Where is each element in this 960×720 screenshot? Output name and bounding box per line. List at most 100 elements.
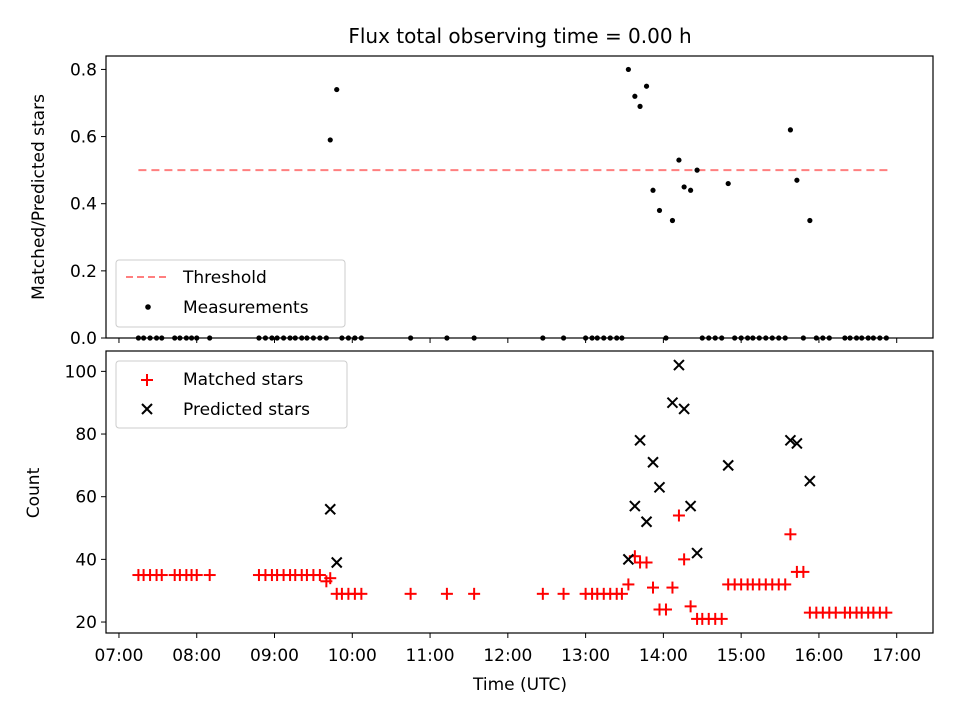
matched-legend-swatch	[141, 374, 153, 386]
measurement-point	[327, 137, 333, 143]
predicted-star-point	[784, 434, 797, 447]
measurement-point	[632, 93, 638, 99]
measurement-point	[807, 217, 813, 224]
matched-star-point	[203, 569, 216, 582]
matched-star-point	[440, 587, 453, 600]
x-tick-label: 10:00	[328, 646, 377, 666]
x-tick-label: 11:00	[406, 646, 455, 666]
predicted-legend-label: Predicted stars	[183, 400, 310, 420]
predicted-star-point	[653, 481, 666, 494]
matched-star-point	[536, 587, 549, 600]
predicted-star-point	[722, 459, 734, 472]
predicted-star-point	[324, 503, 336, 515]
bottom-x-axis-label: Time (UTC)	[472, 675, 567, 695]
top-y-tick-label: 0.6	[70, 128, 97, 148]
top-plot-frame	[105, 55, 934, 339]
x-tick-label: 08:00	[172, 646, 221, 666]
bottom-plot-frame	[105, 350, 934, 634]
measurement-point	[676, 157, 682, 163]
top-y-ticks: 0.0 0.2 0.4 0.6 0.8	[70, 60, 106, 349]
measurement-point	[650, 187, 656, 193]
predicted-star-point	[640, 516, 653, 528]
top-x-ticks	[118, 338, 898, 343]
predicted-star-point	[691, 547, 703, 559]
matched-star-point	[324, 572, 337, 585]
matched-star-point	[715, 612, 728, 625]
measurements-legend-swatch	[145, 304, 151, 310]
x-tick-label: 17:00	[872, 646, 921, 666]
matched-star-point	[622, 578, 635, 591]
matched-star-point	[659, 603, 672, 616]
x-tick-label: 12:00	[483, 646, 532, 666]
bottom-y-ticks: 20 40 60 80 100	[65, 362, 106, 633]
measurement-point	[725, 180, 731, 187]
predicted-star-point	[678, 403, 690, 415]
predicted-star-point	[629, 500, 641, 512]
matched-star-point	[666, 581, 679, 594]
matched-star-point	[678, 553, 691, 566]
bottom-x-ticks: 07:00 08:00 09:00 10:00 11:00 12:00 13:00 14:00…	[94, 633, 921, 666]
bottom-y-axis-label: Count	[24, 467, 44, 518]
bottom-y-tick-label: 100	[65, 362, 97, 382]
measurement-point	[794, 177, 800, 183]
top-panel: Flux total observing time = 0.00 h Match…	[29, 24, 934, 349]
predicted-star-point	[622, 553, 635, 566]
measurement-point	[669, 217, 676, 224]
x-tick-label: 16:00	[794, 646, 843, 666]
top-y-tick-label: 0.4	[70, 195, 97, 215]
predicted-legend-swatch	[141, 403, 153, 415]
predicted-star-point	[331, 556, 343, 569]
predicted-star-point	[647, 456, 659, 468]
predicted-star-point	[634, 434, 646, 447]
measurement-point	[643, 83, 650, 89]
bottom-legend-box	[115, 360, 348, 429]
x-tick-label: 14:00	[639, 646, 688, 666]
bottom-plot-area	[132, 359, 893, 625]
top-y-axis-label: Matched/Predicted stars	[29, 94, 49, 300]
matched-star-point	[615, 587, 628, 600]
bottom-legend: Matched stars Predicted stars	[115, 360, 348, 429]
measurement-point	[625, 66, 631, 73]
predicted-star-point	[804, 475, 816, 487]
bottom-y-tick-label: 40	[75, 550, 97, 570]
bottom-y-tick-label: 60	[75, 488, 97, 508]
matched-star-point	[779, 578, 792, 591]
predicted-star-point	[666, 396, 679, 409]
x-tick-label: 09:00	[250, 646, 299, 666]
threshold-legend-label: Threshold	[182, 268, 267, 288]
x-tick-label: 07:00	[94, 646, 143, 666]
matched-star-point	[190, 569, 203, 582]
matched-star-point	[880, 606, 893, 619]
top-legend: Threshold Measurements	[115, 259, 346, 328]
measurement-point	[688, 187, 694, 193]
top-y-tick-label: 0.2	[70, 262, 97, 282]
measurement-point	[334, 86, 340, 93]
matched-star-point	[468, 587, 481, 600]
measurement-point	[787, 127, 794, 133]
x-tick-label: 13:00	[561, 646, 610, 666]
predicted-star-point	[684, 500, 697, 512]
matched-star-point	[313, 569, 326, 582]
measurements-legend-label: Measurements	[183, 298, 309, 318]
measurement-point	[694, 167, 700, 173]
matched-star-point	[647, 581, 660, 594]
measurement-point	[681, 184, 687, 190]
measurement-point	[656, 207, 663, 214]
matched-star-point	[557, 587, 570, 600]
matched-star-point	[784, 528, 797, 541]
matched-star-point	[797, 565, 810, 578]
matched-legend-label: Matched stars	[183, 370, 303, 390]
x-tick-label: 15:00	[717, 646, 766, 666]
matched-star-point	[355, 587, 368, 600]
top-y-tick-label: 0.0	[70, 329, 97, 349]
matched-star-point	[640, 556, 653, 569]
matched-star-point	[404, 587, 417, 600]
predicted-star-point	[791, 437, 803, 450]
matched-star-point	[684, 600, 697, 613]
measurement-point	[637, 103, 643, 109]
top-chart-title: Flux total observing time = 0.00 h	[348, 24, 691, 48]
matched-star-point	[155, 569, 168, 582]
bottom-y-tick-label: 20	[75, 613, 97, 633]
